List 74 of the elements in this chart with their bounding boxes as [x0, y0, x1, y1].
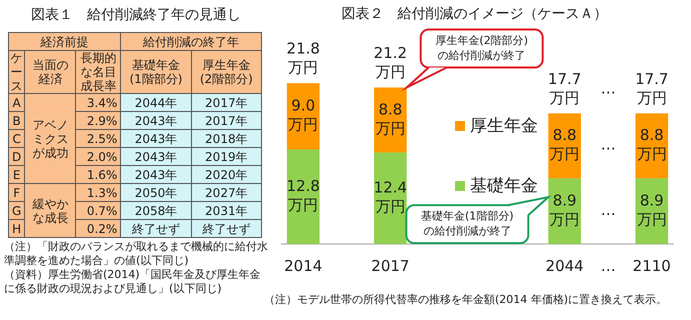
text: C: [8, 130, 25, 148]
data-label: 9.0 万円: [288, 96, 318, 134]
text: 2043年: [120, 148, 192, 166]
total-label: 21.2 万円: [374, 44, 408, 81]
text: 3.4%: [76, 94, 121, 112]
x-tick-label: …: [600, 256, 616, 275]
text: 当面の経済: [24, 50, 76, 94]
text: A: [8, 94, 25, 112]
x-tick-label: 2110: [632, 256, 671, 275]
text: 図表１ 給付削減終了年の見通し: [30, 6, 242, 24]
text: アベノミクスが成功: [24, 94, 76, 184]
text: 2027年: [191, 184, 262, 202]
text: 0.2%: [76, 220, 121, 238]
text: 2017年: [191, 112, 262, 130]
total-label: 17.7 万円: [635, 70, 668, 107]
text: 2.5%: [76, 130, 121, 148]
text: 2019年: [191, 148, 262, 166]
text: 厚生年金: [202, 58, 250, 72]
annotation: …: [600, 79, 616, 98]
data-label: 8.8 万円: [636, 126, 667, 164]
text: B: [8, 112, 25, 130]
text: 2044年: [120, 94, 192, 112]
data-label: 8.9 万円: [550, 192, 580, 229]
text: 2031年: [191, 202, 262, 220]
text: 2058年: [120, 202, 192, 220]
data-label: 12.8 万円: [286, 177, 320, 214]
text: 0.7%: [76, 202, 121, 220]
text: 1.6%: [76, 166, 121, 184]
legend-label: 基礎年金: [470, 175, 538, 197]
text: 給付削減の終了年: [120, 32, 262, 50]
text: 2.0%: [76, 148, 121, 166]
data-label: 12.4 万円: [374, 178, 408, 216]
text: 2020年: [191, 166, 262, 184]
text: 2043年: [120, 166, 192, 184]
text: 経済前提: [8, 32, 121, 50]
text: 緩やかな成長: [24, 184, 76, 238]
annotation: …: [600, 136, 616, 154]
x-tick-label: 2017: [371, 256, 410, 275]
text: 1.3%: [76, 184, 121, 202]
text: 2043年: [120, 112, 192, 130]
annotation: …: [600, 201, 616, 220]
text: 終了せず: [120, 220, 192, 238]
text: 2050年: [120, 184, 192, 202]
text: H: [8, 220, 25, 238]
text: （資料）厚生労働省(2014)「国民年金及び厚生年金に係る財政の現況および見通し」(以下同じ): [4, 268, 261, 295]
text: G: [8, 202, 25, 220]
text: 2017年: [191, 94, 262, 112]
total-label: 17.7 万円: [548, 70, 582, 107]
text: F: [8, 184, 25, 202]
data-label: 8.9 万円: [636, 192, 667, 229]
data-label: 8.8 万円: [550, 126, 580, 164]
x-tick-label: 2044: [546, 256, 584, 275]
text: （注）モデル世帯の所得代替率の推移を年金額(2014 年価格)に置き換えて表示。: [264, 292, 668, 307]
text: 基礎年金: [132, 58, 180, 72]
total-label: 21.8 万円: [286, 40, 320, 76]
legend-label: 厚生年金: [470, 115, 538, 137]
text: 2043年: [120, 130, 192, 148]
text: (1階部分): [129, 72, 182, 86]
text: （注）「財政のバランスが取れるまで機械的に給付水準調整を進めた場合」の値(以下同じ): [4, 240, 268, 268]
text: 終了せず: [191, 220, 262, 238]
text: 長期的な名目成長率: [76, 50, 121, 94]
text: 2.9%: [76, 112, 121, 130]
data-label: 8.8 万円: [375, 100, 406, 138]
text: E: [8, 166, 25, 184]
bar: [286, 150, 320, 244]
annotation: 基礎年金(1階部分) の給付削減が終了: [421, 210, 514, 238]
text: 2018年: [191, 130, 262, 148]
text: D: [8, 148, 25, 166]
text: 厚生年金(2階部分) の給付削減が終了: [435, 34, 528, 62]
bar: [374, 152, 407, 244]
chart-title: 図表２ 給付削減のイメージ（ケースＡ）: [342, 6, 608, 22]
text: (2階部分): [200, 72, 253, 86]
text: ケース: [8, 50, 25, 94]
x-tick-label: 2014: [284, 256, 322, 275]
